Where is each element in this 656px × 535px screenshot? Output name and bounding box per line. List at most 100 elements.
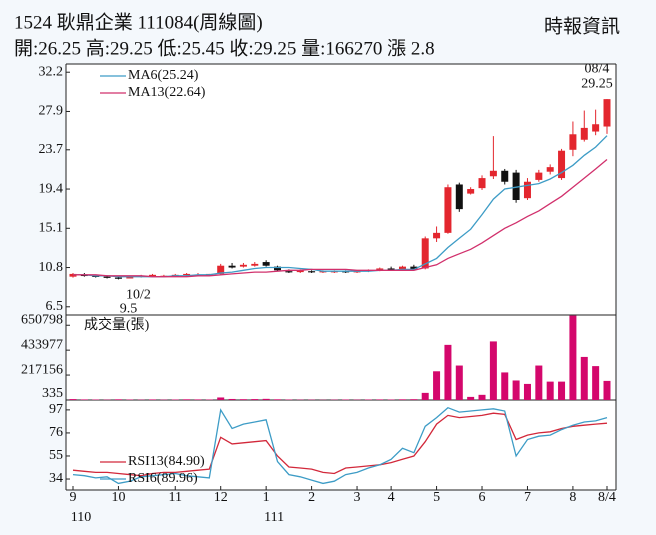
y-tick-label: 27.9: [39, 104, 64, 119]
volume-bar: [251, 399, 259, 400]
x-year-label: 110: [71, 510, 91, 525]
legend-label: RSI6(89.96): [128, 471, 198, 486]
candle-body: [421, 238, 429, 269]
volume-bar: [523, 383, 531, 400]
candle-body: [603, 99, 611, 127]
candle-body: [410, 266, 418, 270]
x-tick-label: 1: [263, 490, 270, 505]
candle-body: [387, 268, 395, 270]
x-tick-label: 4: [388, 490, 395, 505]
y-tick-label: 32.2: [39, 64, 64, 79]
candle-body: [308, 271, 316, 273]
legend-label: MA6(25.24): [128, 68, 199, 83]
volume-bar: [455, 365, 463, 400]
line-series: [73, 159, 608, 278]
volume-bar: [69, 399, 77, 400]
volume-bar: [194, 399, 202, 400]
candle-body: [262, 262, 270, 266]
candle-body: [558, 150, 566, 179]
volume-bar: [433, 371, 441, 400]
line-series: [72, 406, 608, 485]
candle-body: [239, 264, 247, 267]
candle-body: [467, 189, 475, 194]
source: 時報資訊: [544, 15, 620, 37]
candle-body: [376, 268, 384, 271]
volume-bar: [217, 397, 225, 400]
candle-body: [126, 276, 134, 279]
legend-label: RSI13(84.90): [128, 454, 205, 469]
candle-body: [489, 170, 497, 177]
y-tick-label: 217156: [21, 362, 63, 377]
candle-body: [444, 187, 452, 233]
x-tick-label: 8: [569, 490, 576, 505]
annotation-value: 9.5: [120, 302, 138, 317]
x-tick-label: 11: [169, 490, 182, 505]
candle-body: [228, 265, 236, 268]
volume-bar: [262, 398, 270, 400]
candle-body: [478, 178, 486, 189]
x-tick-label: 9: [70, 490, 77, 505]
volume-bar: [546, 381, 554, 400]
legend-label: MA13(22.64): [128, 85, 206, 100]
y-tick-label: 34: [49, 471, 63, 486]
panel-title: 成交量(張): [84, 316, 150, 333]
candle-body: [251, 263, 259, 266]
y-tick-label: 10.8: [39, 260, 64, 275]
volume-bar: [467, 396, 475, 400]
y-tick-label: 55: [49, 448, 63, 463]
x-tick-label: 12: [214, 490, 228, 505]
candle-body: [149, 274, 157, 277]
candle-body: [433, 232, 441, 239]
candle-body: [274, 266, 282, 271]
annotation-date: 10/2: [126, 288, 151, 303]
x-tick-label: 2: [308, 490, 315, 505]
volume-bar: [274, 399, 282, 400]
x-year-label: 111: [264, 510, 284, 525]
volume-bar: [478, 394, 486, 400]
volume-bar: [580, 356, 588, 400]
volume-bar: [239, 399, 247, 400]
line-series: [72, 412, 608, 477]
x-tick-label: 3: [354, 490, 361, 505]
volume-bar: [592, 366, 600, 400]
candle-body: [592, 124, 600, 132]
y-tick-label: 23.7: [39, 142, 64, 157]
chart-title: 1524 耿鼎企業 111084(周線圖): [14, 11, 263, 33]
x-tick-label: 8/4: [598, 490, 616, 505]
candle-body: [501, 170, 509, 182]
y-tick-label: 650798: [21, 312, 63, 327]
volume-bar: [501, 372, 509, 400]
y-tick-label: 97: [49, 402, 63, 417]
annotation-date: 08/4: [585, 61, 610, 76]
annotation-value: 29.25: [581, 76, 613, 91]
candle-body: [217, 265, 225, 274]
candle-body: [183, 273, 191, 276]
volume-bar: [603, 380, 611, 400]
candle-body: [296, 270, 304, 273]
candle-body: [114, 277, 122, 279]
x-tick-label: 5: [433, 490, 440, 505]
volume-bar: [228, 398, 236, 400]
y-tick-label: 19.4: [39, 181, 64, 196]
candle-body: [580, 127, 588, 140]
volume-bar: [183, 399, 191, 400]
x-tick-label: 6: [479, 490, 486, 505]
y-tick-label: 6.5: [46, 299, 64, 314]
volume-bar: [376, 399, 384, 400]
candle-body: [569, 134, 577, 150]
y-tick-label: 76: [49, 425, 63, 440]
x-tick-label: 10: [111, 490, 125, 505]
volume-bar: [535, 365, 543, 400]
candle-body: [455, 184, 463, 210]
volume-bar: [410, 399, 418, 400]
volume-bar: [444, 344, 452, 400]
y-tick-label: 433977: [21, 337, 63, 352]
volume-bar: [80, 399, 88, 400]
candle-body: [512, 172, 520, 200]
candle-body: [285, 271, 293, 273]
candle-body: [535, 172, 543, 180]
candle-body: [103, 276, 111, 278]
y-tick-label: 15.1: [39, 221, 64, 236]
volume-bar: [512, 380, 520, 400]
